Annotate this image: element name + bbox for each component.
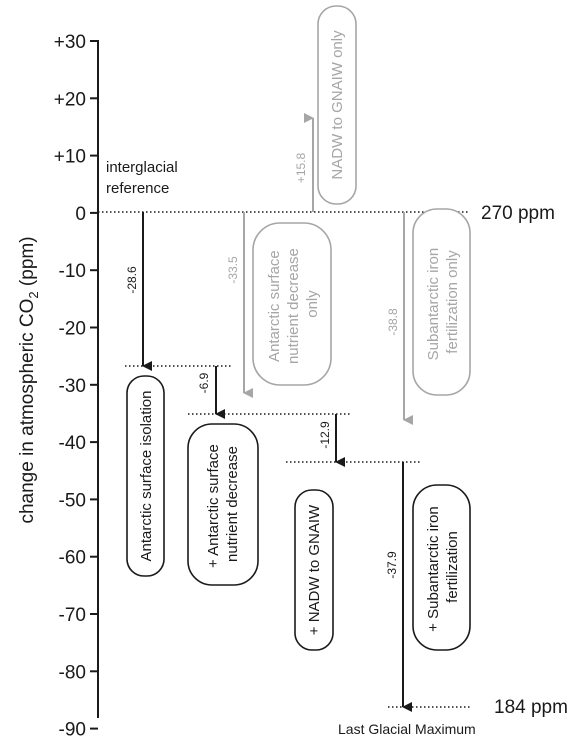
single-box-nadw: NADW to GNAIW only bbox=[317, 5, 357, 205]
single-box-nadw-frame bbox=[317, 5, 357, 205]
y-tick-label: -80 bbox=[59, 662, 86, 683]
y-tick-label: -70 bbox=[59, 605, 86, 626]
step-value-4: -37.9 bbox=[385, 551, 399, 579]
single-arrows bbox=[243, 113, 413, 425]
step-box-1-text: Antarctic surface isolation bbox=[138, 391, 155, 562]
step-boxes: Antarctic surface isolation + Antarctic … bbox=[126, 375, 471, 651]
single-box-iron-frame bbox=[412, 208, 471, 396]
level-lines bbox=[98, 211, 470, 708]
step-value-1: -28.6 bbox=[125, 266, 139, 294]
single-box-iron-line2: fertilization only bbox=[444, 250, 461, 354]
single-value-iron: -38.8 bbox=[386, 308, 400, 336]
step-box-2-text: + Antarctic surface nutrient decrease bbox=[205, 440, 241, 568]
y-tick-label: -10 bbox=[59, 261, 86, 282]
final-label: Last Glacial Maximum bbox=[338, 721, 476, 737]
value-labels: -28.6 -6.9 -12.9 -37.9 +15.8 -33.5 -38.8 bbox=[125, 152, 400, 578]
single-box-nutrient-line2: nutrient decrease bbox=[285, 248, 302, 364]
single-value-nadw: +15.8 bbox=[294, 152, 308, 183]
y-axis-title: change in atmospheric CO2 (ppm) bbox=[17, 236, 41, 523]
single-box-iron-text: Subantarctic iron fertilization only bbox=[425, 244, 461, 361]
single-box-nutrient-frame bbox=[252, 222, 332, 386]
y-axis: +30 +20 +10 0 -10 -20 -30 -40 -50 -60 -70 -80 -90 bbox=[54, 32, 99, 740]
step-box-4-frame bbox=[412, 484, 471, 651]
step-box-2-line2: nutrient decrease bbox=[224, 446, 241, 562]
y-tick-label: 0 bbox=[75, 204, 86, 225]
step-box-1: Antarctic surface isolation bbox=[126, 375, 165, 577]
step-box-2: + Antarctic surface nutrient decrease bbox=[187, 423, 259, 586]
y-tick-label: -40 bbox=[59, 433, 86, 454]
step-box-4-text: + Subantarctic iron fertilization bbox=[425, 502, 461, 632]
y-tick-label: -50 bbox=[59, 490, 86, 511]
y-axis-title-unit: (ppm) bbox=[17, 236, 38, 291]
y-axis-title-main: change in atmospheric CO bbox=[17, 299, 38, 524]
y-tick-label: -60 bbox=[59, 548, 86, 569]
single-box-iron: Subantarctic iron fertilization only bbox=[412, 208, 471, 396]
single-box-nadw-text: NADW to GNAIW only bbox=[329, 30, 346, 180]
single-box-nutrient-text: Antarctic surface nutrient decrease only bbox=[266, 244, 321, 364]
single-box-nutrient-line3: only bbox=[304, 290, 321, 318]
y-tick-label: -90 bbox=[59, 720, 86, 740]
step-box-4-line1: + Subantarctic iron bbox=[425, 506, 442, 632]
step-value-3: -12.9 bbox=[318, 421, 332, 449]
y-tick-label: -30 bbox=[59, 376, 86, 397]
step-box-3-text: + NADW to GNAIW bbox=[306, 504, 323, 635]
step-box-3: + NADW to GNAIW bbox=[294, 489, 334, 651]
step-box-4: + Subantarctic iron fertilization bbox=[412, 484, 471, 651]
single-box-nutrient: Antarctic surface nutrient decrease only bbox=[252, 222, 332, 386]
single-box-iron-line1: Subantarctic iron bbox=[425, 248, 442, 361]
y-tick-label: +30 bbox=[54, 32, 86, 53]
step-box-2-frame bbox=[187, 423, 259, 586]
single-value-nutrient: -33.5 bbox=[226, 256, 240, 284]
single-box-nutrient-line1: Antarctic surface bbox=[266, 250, 283, 362]
final-ppm-label: 184 ppm bbox=[494, 697, 568, 718]
step-box-4-line2: fertilization bbox=[444, 531, 461, 603]
step-box-2-line1: + Antarctic surface bbox=[205, 444, 222, 568]
reference-ppm-label: 270 ppm bbox=[481, 203, 555, 224]
step-value-2: -6.9 bbox=[197, 372, 211, 393]
step-arrows bbox=[142, 212, 412, 712]
y-tick-label: +10 bbox=[54, 147, 86, 168]
reference-label-line1: interglacial bbox=[106, 159, 178, 176]
y-axis-title-sub: 2 bbox=[26, 291, 41, 298]
y-tick-label: +20 bbox=[54, 89, 86, 110]
reference-label-line2: reference bbox=[106, 180, 169, 197]
single-boxes: NADW to GNAIW only Antarctic surface nut… bbox=[252, 5, 471, 396]
step-box-3-frame bbox=[294, 489, 334, 651]
y-tick-label: -20 bbox=[59, 319, 86, 340]
step-box-1-frame bbox=[126, 375, 165, 577]
y-axis-ticks: +30 +20 +10 0 -10 -20 -30 -40 -50 -60 -70 -80 -90 bbox=[54, 32, 98, 740]
